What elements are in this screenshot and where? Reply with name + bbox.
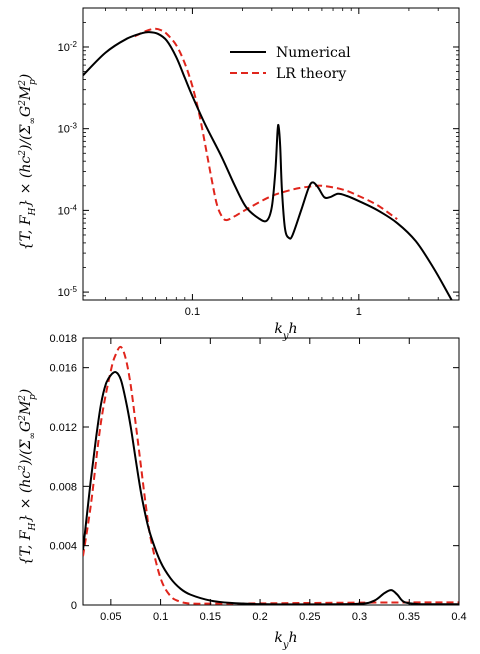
- y-tick-label: 10-5: [58, 285, 78, 300]
- x-tick-label: 0.1: [185, 306, 200, 318]
- bottom-linear-chart: 0.05 0.1 0.15 0.2 0.25 0.3 0.35 0.4 0 0.004 0.008 0…: [18, 333, 467, 651]
- x-tick-label: 0.1: [153, 611, 168, 623]
- bottom-x-axis-label: kyh: [274, 630, 297, 651]
- x-tick-label: 0.3: [352, 611, 367, 623]
- x-tick-label: 0.25: [299, 611, 320, 623]
- y-tick-label: 0.008: [49, 481, 77, 493]
- series-line-numerical: [83, 370, 459, 605]
- y-tick-label: 0.004: [49, 541, 77, 553]
- y-tick-label: 0.016: [49, 363, 77, 375]
- top-plot-frame: [82, 7, 460, 301]
- y-tick-label: 10-4: [58, 203, 78, 218]
- x-tick-label: 0.35: [399, 611, 420, 623]
- legend-label-lr-theory: LR theory: [276, 66, 346, 82]
- x-tick-label: 0.05: [100, 611, 121, 623]
- y-tick-label: 10-3: [58, 121, 78, 136]
- y-tick-label: 0.018: [49, 333, 77, 345]
- top-y-axis-label: {T, FH} × (hc2)/(Σ∞G2M2p): [18, 74, 38, 251]
- series-line-lr-theory: [83, 345, 459, 605]
- y-tick-label: 10-2: [58, 39, 78, 54]
- top-x-axis-label: kyh: [274, 321, 297, 342]
- bottom-y-axis-label: {T, FH} × (hc2)/(Σ∞G2M2p): [18, 389, 38, 566]
- top-log-log-chart: 0.1 1 10-5 10-4 10-3 10-2 Numerical LR theory…: [18, 7, 460, 342]
- bottom-plot-frame: [82, 337, 460, 606]
- x-tick-label: 1: [356, 306, 362, 318]
- legend: Numerical LR theory: [230, 45, 351, 82]
- x-tick-label: 0.15: [200, 611, 221, 623]
- series-line-numerical: [83, 31, 453, 300]
- y-tick-label: 0: [71, 600, 77, 612]
- y-tick-label: 0.012: [49, 422, 77, 434]
- series-line-lr-theory: [134, 27, 398, 222]
- x-tick-label: 0.4: [451, 611, 466, 623]
- x-tick-label: 0.2: [252, 611, 267, 623]
- legend-label-numerical: Numerical: [276, 45, 351, 61]
